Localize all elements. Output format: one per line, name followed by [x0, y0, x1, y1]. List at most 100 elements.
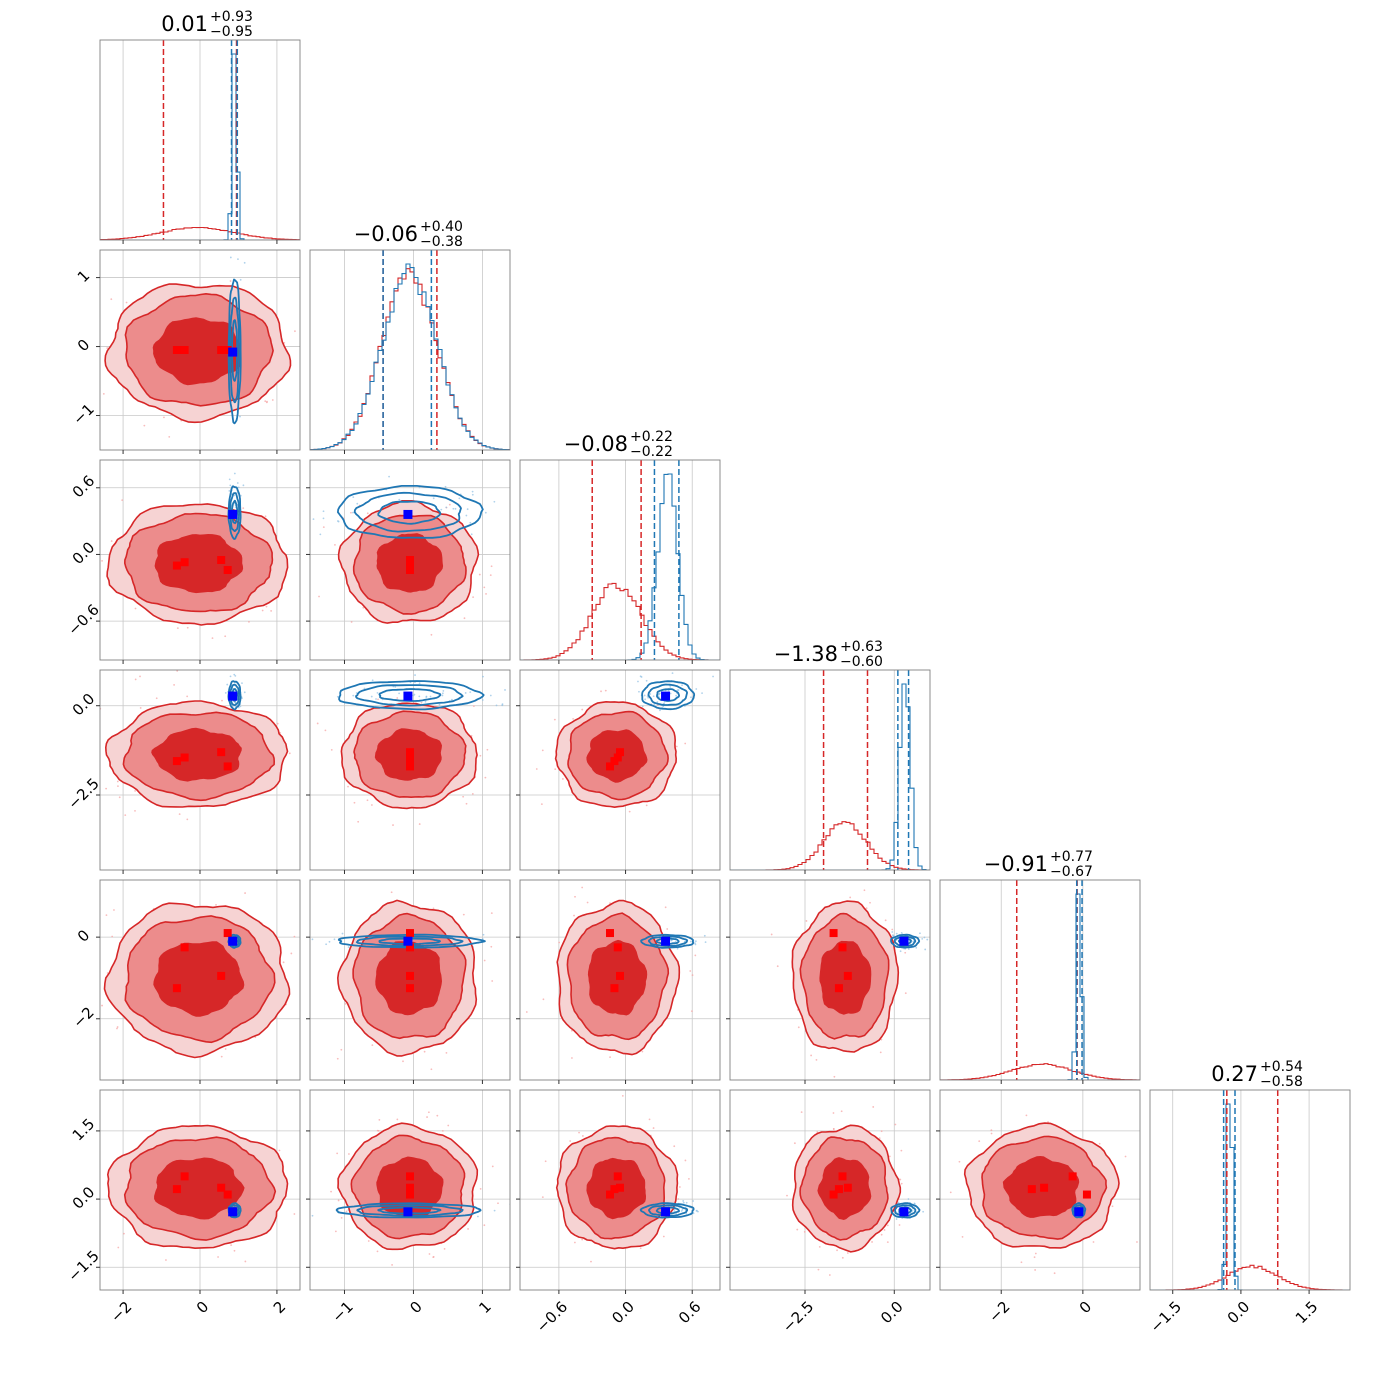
sample-point-red	[70, 926, 72, 928]
sample-point-blue	[659, 709, 661, 712]
sample-point-blue	[681, 1208, 684, 1211]
panel-title-minus: −0.60	[840, 654, 883, 670]
panel-3-0	[96, 669, 301, 874]
sample-point-red	[684, 1159, 687, 1162]
red-marker	[610, 1185, 619, 1194]
sample-point-red	[694, 954, 697, 957]
sample-point-red	[894, 1123, 897, 1126]
panel-4-4: −0.91 +0.77−0.67	[939, 849, 1141, 1084]
sample-point-red	[467, 1228, 469, 1230]
sample-point-red	[840, 1110, 843, 1113]
sample-point-blue	[481, 699, 484, 701]
sample-point-red	[402, 1060, 404, 1063]
sample-point-red	[898, 1224, 901, 1226]
contour-blue-inner	[656, 688, 680, 702]
red-marker	[834, 984, 843, 993]
tick-label-x: 1	[475, 1298, 494, 1317]
sample-point-blue	[319, 533, 322, 536]
sample-point-blue	[347, 946, 350, 948]
red-marker	[606, 1190, 614, 1199]
sample-point-red	[465, 802, 468, 805]
sample-point-blue	[931, 934, 933, 936]
sample-point-red	[572, 717, 575, 720]
sample-point-blue	[495, 704, 498, 707]
panel-5-1	[306, 1089, 511, 1294]
sample-point-red	[290, 952, 293, 955]
sample-point-red	[535, 768, 538, 770]
panel-3-3: −1.38 +0.63−0.60	[729, 639, 931, 874]
sample-point-red	[938, 1189, 940, 1191]
sample-point-blue	[333, 938, 336, 941]
sample-point-red	[270, 1081, 272, 1083]
sample-point-red	[590, 1260, 592, 1263]
sample-point-red	[815, 1058, 818, 1061]
sample-point-red	[880, 1038, 883, 1041]
red-marker	[180, 346, 189, 354]
contour-blue-middle	[893, 935, 917, 947]
sample-point-red	[125, 301, 128, 304]
sample-point-red	[371, 1044, 374, 1047]
sample-point-blue	[482, 933, 485, 936]
sample-point-red	[818, 1245, 821, 1248]
sample-point-blue	[638, 690, 640, 693]
tick-label-x: 0	[1076, 1298, 1095, 1317]
sample-point-red	[949, 1191, 952, 1194]
sample-point-red	[110, 298, 113, 301]
sample-point-red	[271, 399, 274, 401]
sample-point-red	[308, 570, 310, 572]
sample-point-red	[116, 1027, 118, 1030]
contour-blue-middle	[648, 935, 689, 947]
sample-point-red	[645, 804, 648, 807]
sample-point-red	[94, 1237, 96, 1239]
sample-point-red	[177, 663, 179, 665]
red-marker	[180, 753, 189, 762]
tick-label-x: −1	[328, 1298, 356, 1326]
sample-point-red	[561, 778, 564, 780]
sample-point-blue	[907, 1198, 910, 1200]
panel-title-plus: +0.22	[630, 429, 673, 445]
red-marker	[829, 1190, 838, 1199]
red-marker	[180, 1172, 189, 1181]
sample-point-red	[569, 1140, 572, 1142]
sample-point-red	[445, 1051, 448, 1054]
blue-truth-marker	[403, 509, 413, 519]
sample-point-red	[123, 1232, 125, 1235]
sample-point-blue	[311, 1214, 314, 1217]
sample-point-red	[472, 596, 475, 599]
panel-title-plus: +0.40	[420, 219, 463, 235]
sample-point-blue	[656, 701, 659, 703]
sample-point-red	[95, 1103, 97, 1105]
panel-title-plus: +0.77	[1050, 849, 1093, 865]
sample-point-red	[305, 788, 307, 790]
sample-point-blue	[242, 484, 245, 487]
tick-label-y: 0.0	[69, 690, 99, 720]
sample-point-red	[98, 321, 100, 323]
sample-point-red	[85, 989, 87, 991]
blue-truth-marker	[228, 347, 238, 357]
contour-blue-outer	[890, 933, 921, 949]
sample-point-red	[878, 1137, 881, 1140]
sample-point-red	[490, 945, 493, 948]
sample-point-red	[420, 701, 423, 704]
contour-blue-middle	[353, 491, 462, 533]
contour-blue-outer	[640, 933, 694, 949]
sample-point-red	[143, 424, 146, 427]
sample-point-blue	[682, 1200, 685, 1202]
panel-content	[305, 674, 506, 826]
sample-point-blue	[641, 705, 644, 708]
sample-point-blue	[230, 248, 232, 250]
panel-background	[1150, 1090, 1350, 1290]
sample-point-red	[427, 1111, 430, 1114]
sample-point-blue	[228, 490, 231, 492]
sample-point-red	[118, 796, 121, 799]
tick-label-y: −1.5	[64, 1247, 102, 1285]
panel-frame	[1149, 1089, 1351, 1291]
sample-point-red	[396, 1118, 399, 1121]
sample-point-blue	[657, 693, 660, 696]
sample-point-red	[334, 1230, 337, 1233]
sample-point-blue	[328, 940, 331, 943]
panel-frame	[729, 1089, 931, 1291]
panel-background	[520, 460, 720, 660]
sample-point-red	[95, 556, 97, 558]
sample-point-red	[835, 1083, 837, 1085]
